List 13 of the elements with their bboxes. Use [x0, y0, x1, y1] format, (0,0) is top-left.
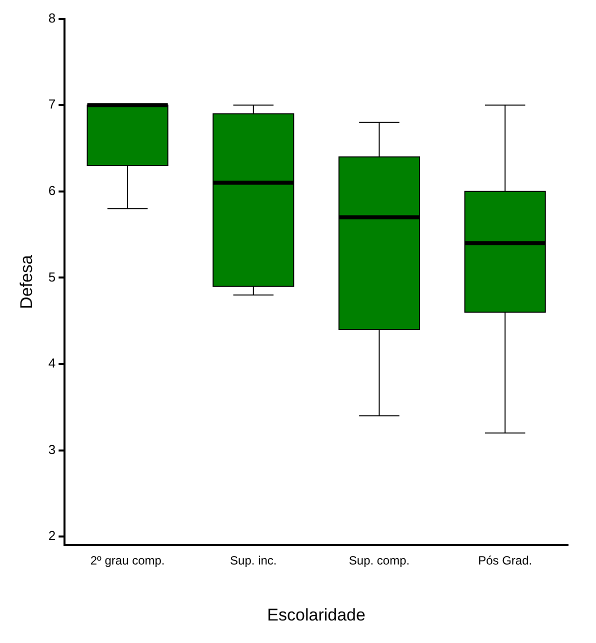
y-tick-label: 4: [48, 356, 56, 371]
y-tick-label: 3: [48, 442, 56, 457]
y-tick-label: 8: [48, 10, 56, 26]
x-axis-title: Escolaridade: [267, 605, 366, 624]
y-tick-label: 6: [48, 182, 56, 198]
x-tick-label: Pós Grad.: [478, 554, 532, 568]
y-tick-label: 7: [48, 96, 56, 112]
x-tick-label: Sup. inc.: [230, 554, 277, 568]
x-tick-label: 2º grau comp.: [90, 554, 165, 568]
y-axis-title: Defesa: [16, 254, 36, 309]
y-tick-label: 5: [48, 269, 56, 284]
x-tick-label: Sup. comp.: [348, 554, 410, 568]
y-tick-label: 2: [48, 528, 56, 544]
